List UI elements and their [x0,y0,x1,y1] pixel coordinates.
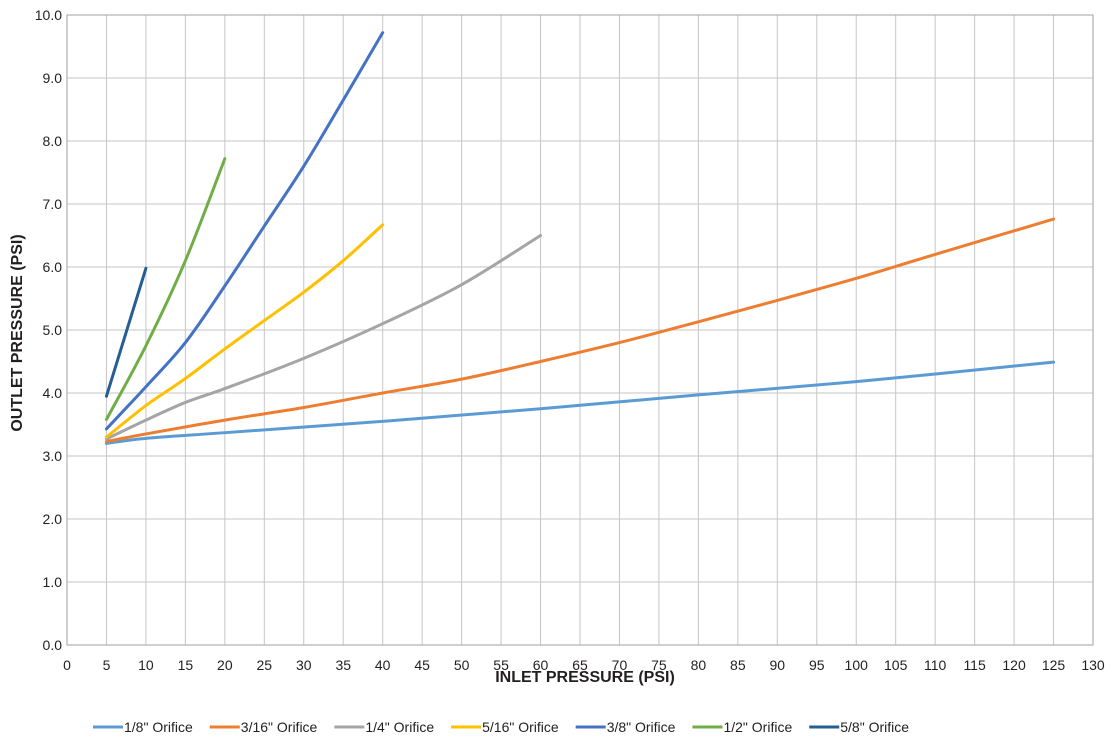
x-tick-label: 95 [809,657,825,673]
x-tick-label: 65 [572,657,588,673]
x-tick-label: 120 [1002,657,1026,673]
legend-label: 5/8" Orifice [840,719,909,735]
y-tick-label: 9.0 [43,70,63,86]
legend-item: 5/16" Orifice [451,719,559,735]
y-tick-label: 6.0 [43,259,63,275]
x-axis-title: INLET PRESSURE (PSI) [495,669,675,686]
x-tick-label: 60 [533,657,549,673]
x-tick-label: 90 [770,657,786,673]
legend-item: 1/2" Orifice [692,719,792,735]
x-tick-label: 100 [845,657,869,673]
grid [66,14,1094,646]
y-tick-label: 1.0 [43,574,63,590]
legend: 1/8" Orifice 3/16" Orifice 1/4" Orifice 5/1… [93,719,909,735]
legend-label: 1/8" Orifice [124,719,193,735]
legend-label: 1/4" Orifice [365,719,434,735]
x-tick-label: 55 [493,657,509,673]
x-tick-label: 50 [454,657,470,673]
y-tick-label: 10.0 [35,7,62,23]
x-tick-label: 30 [296,657,312,673]
x-tick-label: 35 [335,657,351,673]
series-line-5 [104,31,385,431]
y-tick-label: 8.0 [43,133,63,149]
legend-item: 3/8" Orifice [575,719,676,735]
series-line-4 [104,223,385,439]
y-axis-title: OUTLET PRESSURE (PSI) [9,234,26,431]
x-tick-label: 80 [691,657,707,673]
series-line-3 [104,234,543,441]
x-axis-ticks: 0 5 10 15 20 25 30 35 40 45 50 55 60 65 70 75 80 85 90 95 10… [63,657,1105,673]
y-tick-label: 5.0 [43,322,63,338]
x-tick-label: 5 [103,657,111,673]
x-tick-label: 25 [257,657,273,673]
y-tick-label: 2.0 [43,511,63,527]
series-line-2 [104,217,1056,444]
legend-item: 5/8" Orifice [809,719,909,735]
y-tick-label: 0.0 [43,637,63,653]
legend-label: 3/16" Orifice [241,719,318,735]
x-tick-label: 10 [138,657,154,673]
legend-label: 3/8" Orifice [607,719,676,735]
series-line-1 [104,360,1056,445]
series-line-6 [104,157,227,421]
x-tick-label: 20 [217,657,233,673]
x-tick-label: 15 [178,657,194,673]
y-tick-label: 3.0 [43,448,63,464]
x-tick-label: 115 [963,657,986,673]
y-tick-label: 7.0 [43,196,63,212]
x-tick-label: 110 [924,657,947,673]
x-tick-label: 125 [1042,657,1066,673]
legend-label: 5/16" Orifice [482,719,559,735]
y-tick-label: 4.0 [43,385,63,401]
x-tick-label: 130 [1081,657,1105,673]
legend-label: 1/2" Orifice [723,719,792,735]
plot-border [66,14,1094,646]
x-tick-label: 40 [375,657,391,673]
y-axis-ticks: 0.0 1.0 2.0 3.0 4.0 5.0 6.0 7.0 8.0 9.0 10.0 [35,7,62,653]
x-tick-label: 45 [414,657,430,673]
legend-item: 1/8" Orifice [93,719,193,735]
x-tick-label: 70 [612,657,628,673]
x-tick-label: 105 [884,657,908,673]
legend-item: 3/16" Orifice [209,719,318,735]
series-line-7 [104,266,148,398]
x-tick-label: 85 [730,657,746,673]
series-lines [104,31,1056,445]
x-tick-label: 75 [651,657,667,673]
legend-item: 1/4" Orifice [334,719,434,735]
x-tick-label: 0 [63,657,71,673]
